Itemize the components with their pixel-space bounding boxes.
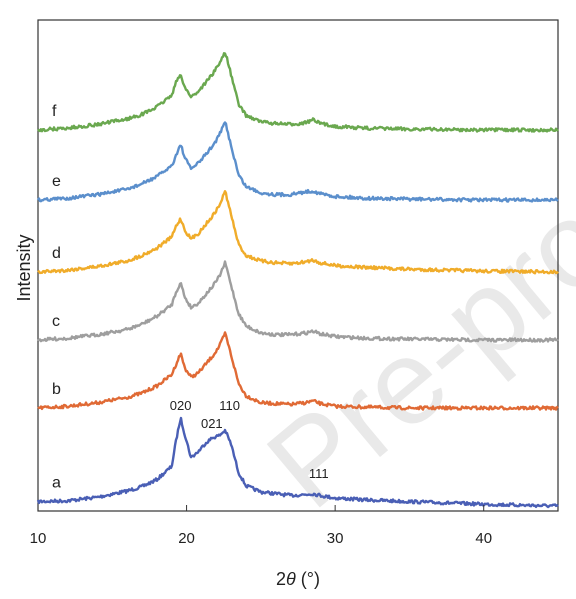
trace-label-a: a	[52, 475, 61, 492]
peak-labels-group: 020 021 110 111	[170, 398, 329, 481]
x-tick-label: 40	[475, 530, 492, 547]
series-line-f	[37, 52, 559, 133]
x-tick-label: 30	[327, 530, 344, 547]
peak-label-111: 111	[309, 466, 329, 481]
plot-frame	[37, 19, 559, 512]
x-tick-label: 10	[30, 530, 47, 547]
series-line-c	[37, 260, 559, 343]
y-axis-title: Intensity	[14, 234, 34, 301]
series-line-a	[36, 416, 559, 509]
x-axis-title: 2θ (°)	[276, 569, 320, 589]
peak-label-110: 110	[219, 398, 240, 413]
trace-label-f: f	[52, 103, 57, 120]
x-tick-label: 20	[178, 530, 195, 547]
trace-label-b: b	[52, 381, 61, 398]
trace-label-c: c	[52, 313, 60, 330]
trace-label-e: e	[52, 173, 61, 190]
series-line-e	[36, 121, 559, 203]
trace-labels-group: a b c d e f	[52, 103, 61, 492]
traces-group	[36, 52, 559, 509]
series-line-b	[37, 331, 559, 411]
trace-label-d: d	[52, 245, 61, 262]
peak-label-020: 020	[170, 398, 192, 413]
series-line-d	[37, 190, 559, 275]
peak-label-021: 021	[201, 416, 223, 431]
watermark: Pre-proof	[243, 109, 576, 534]
x-ticks-group: 10 20 30 40	[30, 505, 492, 547]
